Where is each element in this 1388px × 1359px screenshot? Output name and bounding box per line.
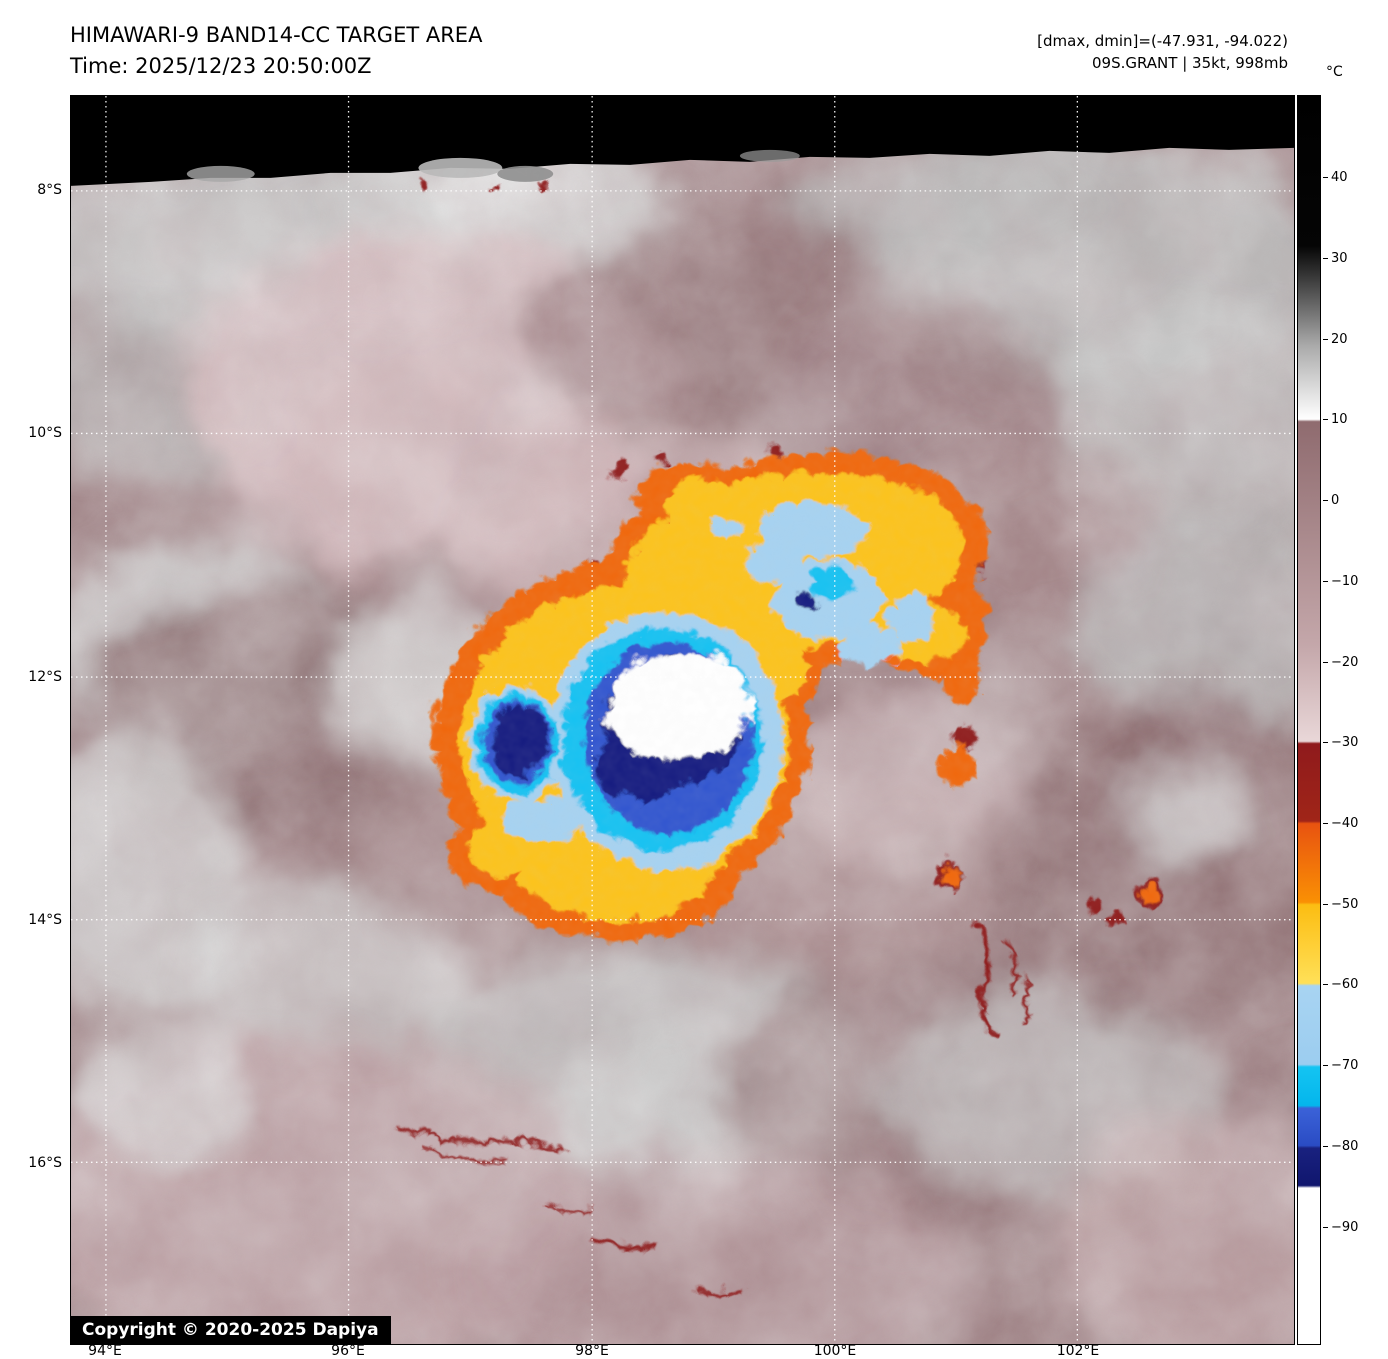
colorbar	[1297, 95, 1321, 1345]
colorbar-tick-mark	[1323, 661, 1328, 663]
colorbar-tick-label: −90	[1331, 1219, 1359, 1235]
header-right: [dmax, dmin]=(-47.931, -94.022) 09S.GRAN…	[1037, 30, 1288, 74]
lon-tick-label: 94°E	[88, 1343, 122, 1359]
colorbar-tick-mark	[1323, 338, 1328, 340]
colorbar-tick: 0	[1323, 492, 1339, 508]
colorbar-tick: 20	[1323, 331, 1348, 347]
lat-tick-label: 16°S	[28, 1155, 62, 1171]
colorbar-tick-mark	[1323, 1064, 1328, 1066]
colorbar-tick: 10	[1323, 411, 1348, 427]
lon-tick-label: 96°E	[331, 1343, 365, 1359]
colorbar-tick-mark	[1323, 176, 1328, 178]
dmax-dmin-readout: [dmax, dmin]=(-47.931, -94.022)	[1037, 32, 1288, 50]
lat-tick-label: 14°S	[28, 912, 62, 928]
lon-tick-label: 98°E	[575, 1343, 609, 1359]
colorbar-tick: 30	[1323, 250, 1348, 266]
lon-tick-label: 100°E	[813, 1343, 857, 1359]
colorbar-tick-label: −10	[1331, 573, 1359, 589]
pixel-grain	[71, 96, 1294, 1344]
colorbar-tick: 40	[1323, 169, 1348, 185]
lat-tick-label: 8°S	[37, 182, 62, 198]
colorbar-tick-mark	[1323, 741, 1328, 743]
storm-info: 09S.GRANT | 35kt, 998mb	[1091, 54, 1288, 72]
colorbar-tick-label: −70	[1331, 1057, 1359, 1073]
colorbar-tick-label: −50	[1331, 896, 1359, 912]
scan-edge	[71, 96, 1294, 186]
colorbar-tick-mark	[1323, 499, 1328, 501]
colorbar-tick-mark	[1323, 1145, 1328, 1147]
colorbar-tick-label: 0	[1331, 492, 1340, 508]
colorbar-tick-label: −60	[1331, 976, 1359, 992]
graticule-gridlines	[71, 96, 1294, 1344]
colorbar-tick-label: 40	[1331, 169, 1348, 185]
colorbar-unit-label: °C	[1326, 64, 1343, 80]
colorbar-tick: −50	[1323, 896, 1358, 912]
colorbar-tick-label: 30	[1331, 250, 1348, 266]
colorbar-tick-label: 10	[1331, 411, 1348, 427]
image-title: HIMAWARI-9 BAND14-CC TARGET AREA	[70, 23, 483, 47]
lat-tick-label: 10°S	[28, 425, 62, 441]
colorbar-tick-label: −40	[1331, 815, 1359, 831]
colorbar-tick: −30	[1323, 734, 1358, 750]
colorbar-tick-mark	[1323, 903, 1328, 905]
colorbar-tick: −80	[1323, 1138, 1358, 1154]
colorbar-tick-label: −80	[1331, 1138, 1359, 1154]
map-plot-area	[70, 95, 1295, 1345]
colorbar-tick: −70	[1323, 1057, 1358, 1073]
colorbar-tick: −40	[1323, 815, 1358, 831]
colorbar-tick-mark	[1323, 822, 1328, 824]
colorbar-tick-mark	[1323, 418, 1328, 420]
colorbar-tick: −10	[1323, 573, 1358, 589]
colorbar-tick-mark	[1323, 257, 1328, 259]
colorbar-tick-mark	[1323, 1226, 1328, 1228]
colorbar-tick-label: −30	[1331, 734, 1359, 750]
colorbar-tick: −90	[1323, 1219, 1358, 1235]
satellite-imagery	[71, 96, 1294, 1344]
header-left: HIMAWARI-9 BAND14-CC TARGET AREA Time: 2…	[70, 20, 482, 82]
image-timestamp: Time: 2025/12/23 20:50:00Z	[70, 54, 372, 78]
lon-tick-label: 102°E	[1056, 1343, 1100, 1359]
colorbar-tick-mark	[1323, 983, 1328, 985]
colorbar-tick-mark	[1323, 580, 1328, 582]
colorbar-tick-label: −20	[1331, 654, 1359, 670]
copyright-badge: Copyright © 2020-2025 Dapiya	[70, 1316, 391, 1345]
colorbar-tick-label: 20	[1331, 331, 1348, 347]
lat-tick-label: 12°S	[28, 669, 62, 685]
colorbar-tick: −60	[1323, 976, 1358, 992]
colorbar-tick: −20	[1323, 654, 1358, 670]
